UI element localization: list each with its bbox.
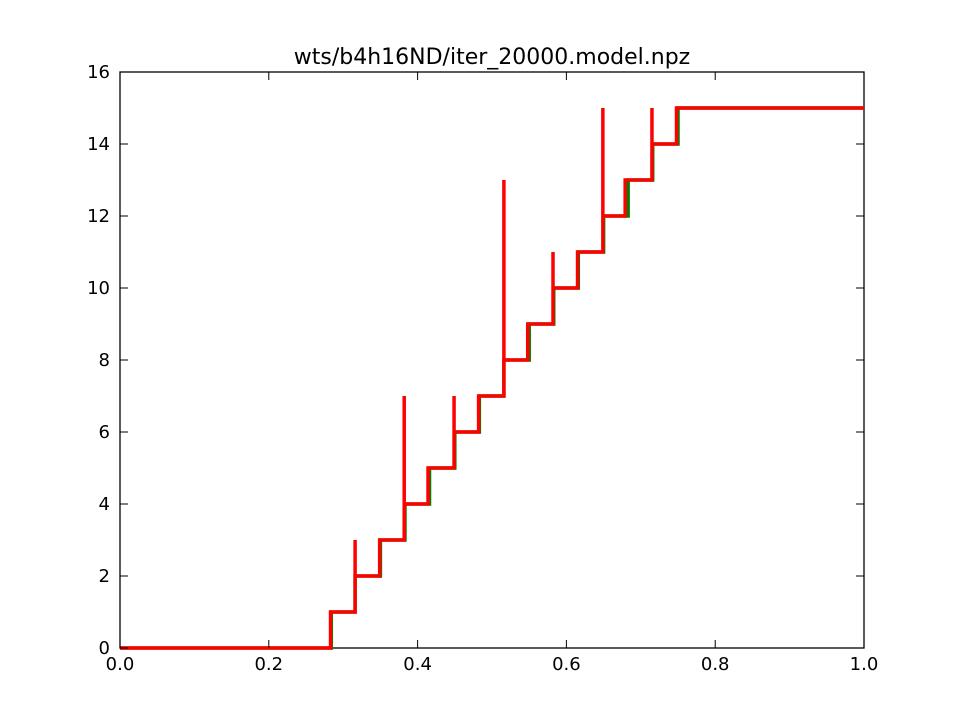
y-tick-label: 10 [87,278,110,299]
y-tick-label: 0 [99,638,110,659]
series-line-2 [120,106,864,650]
y-tick-label: 6 [99,422,110,443]
x-tick-label: 0.2 [254,654,283,675]
x-tick-label: 0.4 [403,654,432,675]
x-tick-label: 1.0 [850,654,879,675]
y-tick-label: 4 [99,494,110,515]
y-tick-label: 8 [99,350,110,371]
y-tick-label: 14 [87,134,110,155]
chart-title: wts/b4h16ND/iter_20000.model.npz [294,45,690,70]
y-tick-label: 16 [87,62,110,83]
x-tick-label: 0.8 [701,654,730,675]
x-tick-label: 0.0 [106,654,135,675]
y-tick-label: 2 [99,566,110,587]
x-tick-label: 0.6 [552,654,581,675]
ticks-layer: 0.0 0.2 0.4 0.6 0.8 1.0 0 2 4 6 8 10 12 14 16 [87,62,878,675]
series-layer [120,106,864,650]
plot-area [119,71,865,649]
y-tick-label: 12 [87,206,110,227]
